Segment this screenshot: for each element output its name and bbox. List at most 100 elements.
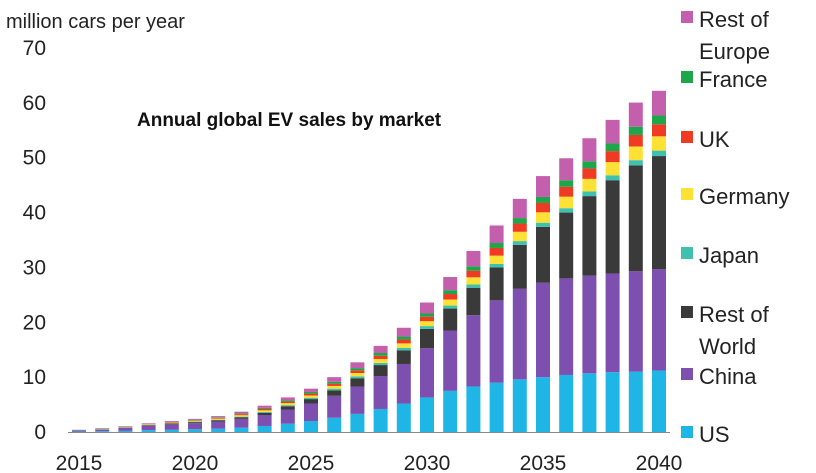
y-tick-label-40: 40: [23, 202, 46, 225]
bar-germany-2029: [396, 343, 411, 348]
bar-japan-2024: [280, 405, 295, 407]
bar-rest-of-world-2039: [628, 165, 643, 272]
legend-label-japan: Japan: [699, 243, 759, 268]
bar-rest-of-world-2033: [489, 267, 504, 301]
bar-france-2033: [489, 243, 504, 248]
bar-japan-2029: [396, 347, 411, 351]
bar-france-2037: [582, 161, 597, 169]
bar-japan-2030: [420, 326, 434, 329]
bar-japan-2026: [327, 388, 342, 391]
units-label: million cars per year: [6, 11, 185, 33]
bar-rest-of-world-2022: [234, 417, 249, 419]
bar-rest-of-world-2019: [164, 423, 179, 425]
bar-france-2027: [350, 368, 365, 371]
bar-rest-of-europe-2022: [234, 411, 249, 414]
bar-japan-2023: [257, 411, 272, 413]
bar-uk-2020: [188, 420, 202, 421]
bar-china-2030: [420, 348, 434, 398]
bar-china-2039: [628, 271, 643, 372]
bar-japan-2021: [211, 419, 226, 421]
bar-china-2040: [652, 269, 666, 371]
bar-rest-of-europe-2039: [628, 102, 643, 127]
bar-us-2018: [141, 430, 156, 432]
bar-uk-2021: [211, 417, 226, 419]
bar-china-2017: [118, 427, 133, 431]
bar-rest-of-world-2023: [257, 412, 272, 415]
bar-rest-of-world-2018: [141, 425, 156, 426]
bar-us-2040: [652, 370, 666, 432]
bar-france-2040: [652, 115, 666, 125]
bar-rest-of-europe-2036: [559, 158, 574, 181]
bar-uk-2037: [582, 168, 597, 179]
bar-us-2016: [95, 431, 110, 432]
bar-germany-2019: [164, 422, 179, 424]
bar-rest-of-world-2024: [280, 406, 295, 410]
y-tick-label-50: 50: [23, 147, 46, 170]
bar-france-2021: [211, 417, 226, 418]
bar-us-2028: [373, 408, 388, 432]
bar-uk-2023: [257, 408, 272, 411]
bar-us-2023: [257, 425, 272, 432]
bar-rest-of-europe-2038: [605, 119, 620, 144]
bar-china-2035: [536, 282, 550, 378]
bar-us-2034: [512, 379, 527, 432]
x-tick-label-2035: 2035: [520, 452, 567, 473]
bar-china-2018: [141, 425, 156, 431]
bar-germany-2037: [582, 178, 597, 192]
x-tick-label-2015: 2015: [56, 452, 103, 473]
bar-rest-of-world-2030: [420, 328, 434, 349]
bar-uk-2027: [350, 370, 365, 374]
bar-germany-2024: [280, 403, 295, 406]
legend-swatch-france: [681, 71, 693, 83]
bar-china-2036: [559, 278, 574, 375]
bar-japan-2038: [605, 175, 620, 181]
bar-rest-of-world-2036: [559, 212, 574, 279]
bar-china-2034: [512, 288, 527, 380]
bar-rest-of-world-2020: [188, 422, 202, 424]
bar-china-2033: [489, 300, 504, 383]
bar-france-2038: [605, 143, 620, 152]
bar-france-2020: [188, 419, 202, 421]
bar-germany-2030: [420, 321, 434, 327]
legend-swatch-germany: [681, 188, 693, 200]
legend: Rest of Europe France UK Germany Japan Rest of…: [681, 7, 789, 447]
bar-france-2036: [559, 180, 574, 187]
legend-swatch-us: [681, 426, 693, 438]
bar-china-2022: [234, 418, 249, 428]
bar-rest-of-world-2035: [536, 226, 550, 283]
bar-us-2027: [350, 413, 365, 432]
bar-uk-2033: [489, 247, 504, 256]
bar-france-2026: [327, 381, 342, 384]
bar-uk-2031: [443, 294, 458, 300]
bar-china-2026: [327, 395, 342, 418]
bar-germany-2035: [536, 212, 550, 223]
bars: [72, 90, 666, 432]
bar-germany-2040: [652, 136, 666, 151]
bar-rest-of-europe-2026: [327, 377, 342, 382]
bar-china-2038: [605, 273, 620, 373]
bar-china-2024: [280, 409, 295, 424]
bar-us-2020: [188, 429, 202, 432]
bar-rest-of-europe-2023: [257, 405, 272, 408]
bar-germany-2022: [234, 415, 249, 417]
bar-china-2021: [211, 421, 226, 429]
bar-uk-2022: [234, 414, 249, 416]
bar-china-2027: [350, 386, 365, 414]
bar-uk-2034: [512, 223, 527, 232]
bar-rest-of-world-2032: [466, 287, 481, 316]
x-axis-ticks: 2015 2020 2025 2030 2035 2040: [56, 452, 683, 473]
bar-rest-of-europe-2027: [350, 362, 365, 369]
bar-us-2032: [466, 386, 481, 432]
legend-swatch-china: [681, 368, 693, 380]
bar-uk-2035: [536, 202, 550, 213]
bar-germany-2028: [373, 359, 388, 363]
chart-title: Annual global EV sales by market: [137, 110, 442, 131]
bar-uk-2025: [304, 393, 318, 396]
bar-germany-2027: [350, 373, 365, 377]
bar-rest-of-europe-2037: [582, 138, 597, 162]
bar-rest-of-europe-2032: [466, 250, 481, 267]
bar-rest-of-world-2028: [373, 365, 388, 377]
legend-swatch-rest-of-europe: [681, 11, 693, 23]
bar-china-2023: [257, 414, 272, 426]
bar-rest-of-europe-2019: [164, 421, 179, 422]
